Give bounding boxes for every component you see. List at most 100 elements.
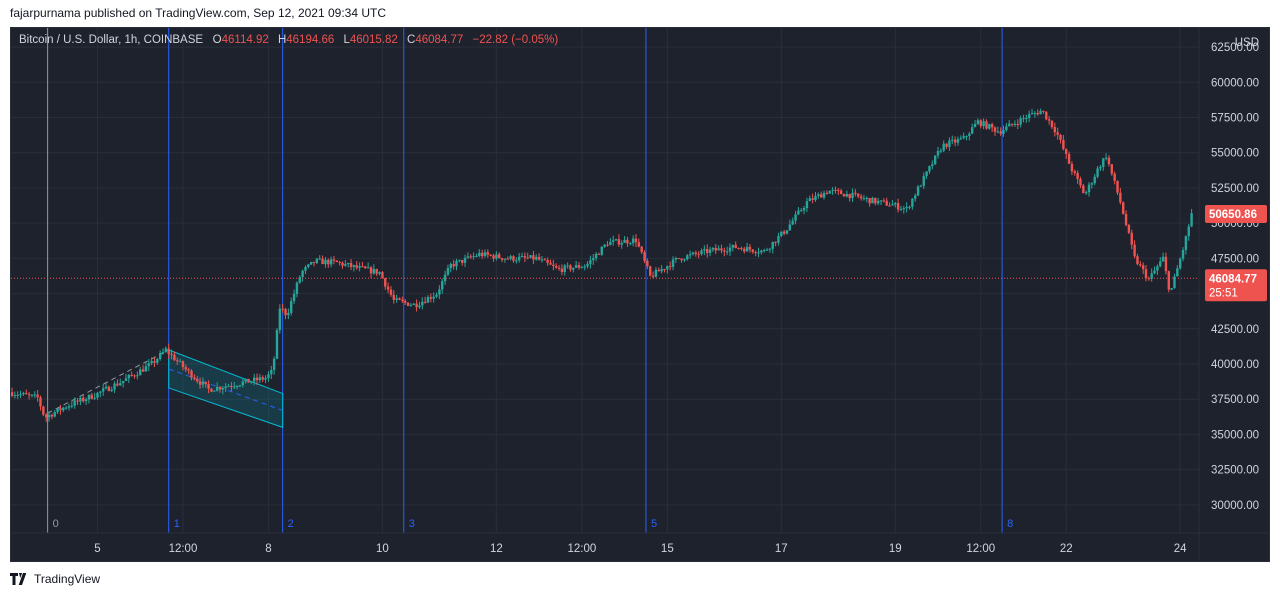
candle-body: [879, 200, 883, 202]
candle-body: [187, 369, 190, 371]
candle-body: [646, 260, 649, 267]
candle-body: [654, 269, 658, 277]
candle-body: [469, 256, 472, 258]
candle-body: [717, 248, 720, 251]
candle-body: [1010, 123, 1014, 125]
candle-body: [196, 379, 199, 382]
candle-body: [421, 301, 424, 306]
price-tick-label: 55000.00: [1211, 148, 1259, 160]
candle-body: [532, 255, 535, 260]
candle-body: [914, 195, 917, 199]
candle-body: [928, 166, 931, 172]
candle-body: [121, 380, 125, 384]
candle-body: [198, 381, 202, 385]
candle-body: [660, 269, 663, 272]
change-value: −22.82 (−0.05%): [472, 34, 559, 46]
ohlc-legend: Bitcoin / U.S. Dollar, 1h, COINBASE O461…: [19, 34, 564, 46]
candle-body: [1022, 118, 1025, 120]
candle-body: [1141, 265, 1145, 270]
candle-body: [592, 258, 595, 261]
candle-body: [446, 268, 450, 275]
candle-body: [475, 255, 478, 257]
candle-body: [1124, 214, 1128, 225]
candle-body: [318, 258, 321, 260]
price-tick-label: 60000.00: [1211, 77, 1259, 89]
candle-body: [139, 369, 142, 376]
candle-body: [708, 249, 712, 253]
chart-panel[interactable]: 0 1 2 3 5 8 30000.00 32500.00 35000.00 37500.00 40…: [10, 27, 1270, 562]
vertical-marker-label: 0: [53, 518, 59, 530]
candle-body: [1062, 139, 1065, 150]
candle-body: [423, 301, 427, 303]
high-price-tag: [1205, 204, 1267, 223]
candle-body: [44, 414, 48, 418]
candle-body: [307, 264, 310, 268]
time-tick-label: 17: [775, 543, 788, 555]
candle-body: [996, 131, 1000, 133]
candle-body: [933, 155, 937, 165]
candle-body: [1136, 256, 1139, 265]
candle-body: [486, 252, 490, 255]
candle-body: [677, 258, 680, 260]
candle-body: [1133, 244, 1136, 257]
candle-body: [745, 246, 749, 252]
candle-body: [557, 267, 561, 269]
candle-body: [825, 192, 829, 194]
candle-body: [258, 377, 262, 381]
candle-body: [1087, 184, 1091, 193]
candle-body: [1084, 192, 1088, 194]
candle-body: [1050, 120, 1054, 128]
candle-body: [1116, 180, 1119, 193]
candle-body: [973, 124, 977, 128]
candle-body: [714, 247, 717, 251]
candle-body: [218, 386, 222, 390]
time-tick-label: 12:00: [567, 543, 596, 555]
candle-body: [939, 150, 943, 152]
candle-body: [412, 303, 415, 305]
candle-body: [817, 194, 820, 197]
candle-body: [623, 239, 626, 243]
candle-body: [403, 300, 407, 303]
candle-body: [449, 264, 452, 269]
candle-body: [583, 266, 586, 268]
candle-body: [1107, 157, 1111, 165]
candle-body: [725, 251, 729, 253]
price-chart[interactable]: 0 1 2 3 5 830000.0032500.0035000.0037500.0040…: [11, 28, 1269, 561]
candle-body: [760, 250, 763, 253]
candle-body: [62, 407, 65, 411]
candle-body: [768, 248, 772, 250]
candle-body: [130, 374, 133, 376]
candle-body: [517, 256, 521, 261]
candle-body: [794, 214, 797, 221]
close-label: C: [407, 34, 416, 46]
candle-body: [857, 193, 860, 197]
candle-body: [53, 412, 56, 417]
price-tick-label: 30000.00: [1211, 500, 1259, 512]
price-tick-label: 42500.00: [1211, 324, 1259, 336]
candle-body: [472, 256, 475, 258]
price-tick-label: 52500.00: [1211, 183, 1259, 195]
candle-body: [133, 375, 136, 377]
candle-body: [569, 265, 572, 270]
candle-body: [1173, 276, 1176, 289]
candle-body: [147, 363, 150, 367]
candle-body: [233, 386, 236, 388]
candle-body: [691, 252, 695, 255]
candle-body: [560, 268, 564, 273]
candle-body: [631, 238, 635, 244]
candle-body: [79, 397, 82, 402]
last-price-tag: [1205, 269, 1267, 302]
candle-body: [384, 278, 387, 287]
candle-body: [1184, 236, 1188, 251]
candle-body: [589, 260, 592, 264]
candle-body: [526, 257, 529, 259]
candle-body: [1150, 273, 1153, 279]
candle-body: [720, 248, 723, 251]
candle-body: [948, 140, 951, 147]
candle-body: [1025, 118, 1028, 120]
candle-body: [250, 381, 253, 383]
candle-body: [67, 406, 71, 408]
candle-body: [1082, 185, 1085, 194]
footer: TradingView: [10, 572, 100, 586]
time-tick-label: 12:00: [966, 543, 995, 555]
